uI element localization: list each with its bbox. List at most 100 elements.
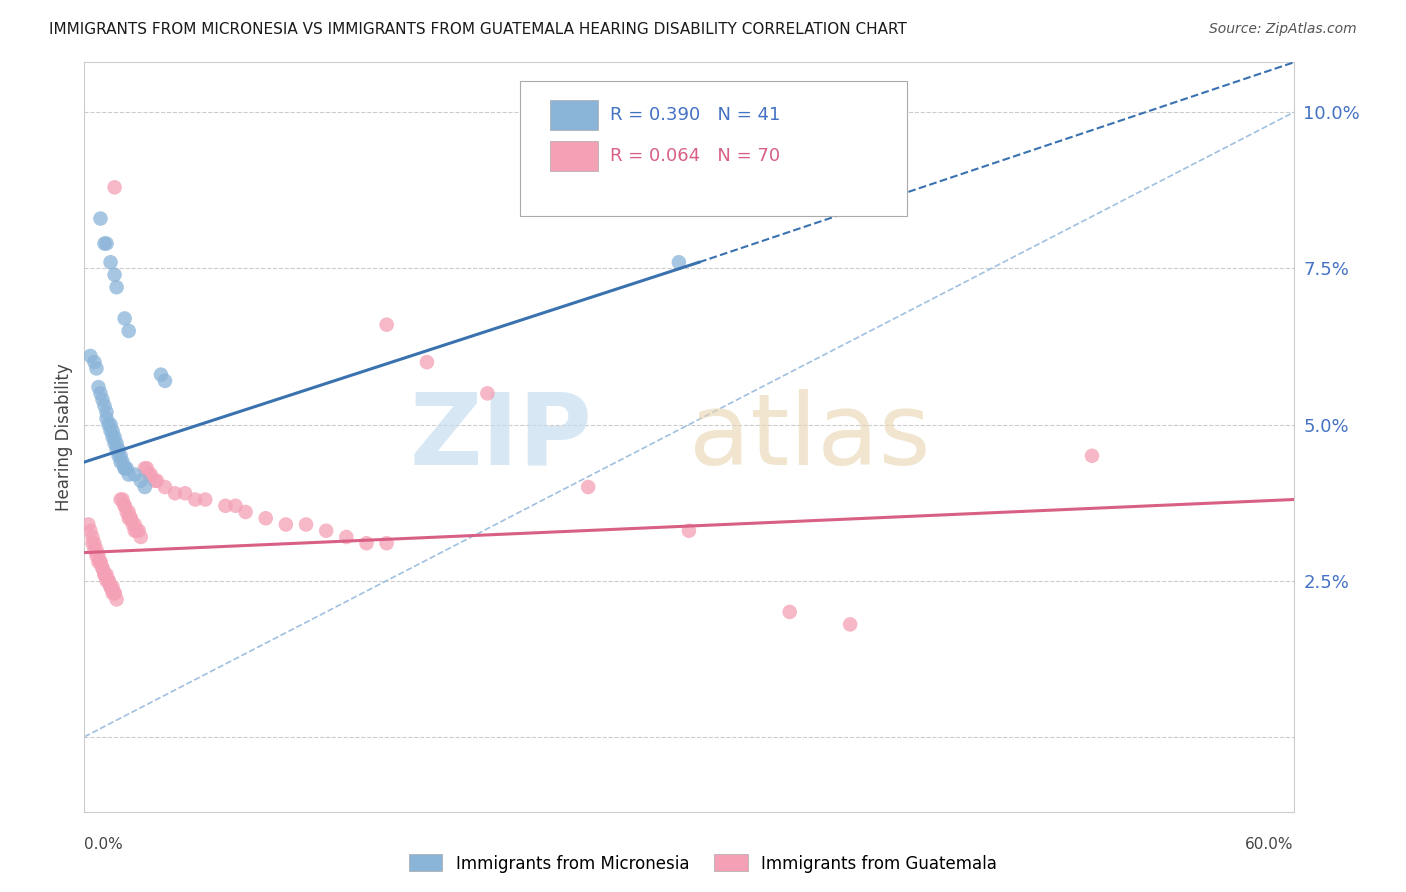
Point — [124, 467, 146, 482]
Point — [107, 449, 129, 463]
Point — [100, 580, 122, 594]
Bar — [550, 141, 599, 171]
Point — [254, 511, 277, 525]
Point — [86, 542, 108, 557]
Point — [82, 536, 104, 550]
Point — [129, 474, 152, 488]
Point — [114, 461, 136, 475]
Point — [128, 524, 150, 538]
Point — [97, 574, 120, 588]
Point — [124, 524, 146, 538]
Point — [83, 536, 105, 550]
Point — [134, 461, 156, 475]
Point — [214, 499, 236, 513]
Text: Source: ZipAtlas.com: Source: ZipAtlas.com — [1209, 22, 1357, 37]
Point — [101, 430, 124, 444]
Point — [107, 442, 129, 457]
Point — [101, 580, 124, 594]
Point — [104, 430, 127, 444]
Point — [1081, 449, 1104, 463]
Point — [100, 580, 122, 594]
Point — [105, 436, 128, 450]
Point — [335, 530, 357, 544]
Point — [839, 617, 862, 632]
Point — [91, 392, 114, 407]
Point — [153, 480, 176, 494]
Text: IMMIGRANTS FROM MICRONESIA VS IMMIGRANTS FROM GUATEMALA HEARING DISABILITY CORRE: IMMIGRANTS FROM MICRONESIA VS IMMIGRANTS… — [49, 22, 907, 37]
Text: atlas: atlas — [689, 389, 931, 485]
Text: 60.0%: 60.0% — [1246, 837, 1294, 852]
Point — [114, 311, 136, 326]
Point — [96, 411, 118, 425]
Point — [115, 505, 138, 519]
Point — [89, 555, 111, 569]
Point — [118, 511, 141, 525]
Point — [143, 474, 166, 488]
Point — [356, 536, 378, 550]
Point — [118, 467, 141, 482]
Point — [165, 486, 187, 500]
Point — [93, 236, 115, 251]
Point — [100, 417, 122, 432]
Point — [86, 549, 108, 563]
Point — [87, 555, 110, 569]
Point — [118, 324, 141, 338]
Point — [235, 505, 257, 519]
Point — [120, 511, 142, 525]
Point — [110, 455, 132, 469]
Point — [87, 380, 110, 394]
Point — [93, 567, 115, 582]
Point — [110, 449, 132, 463]
Point — [105, 280, 128, 294]
Point — [100, 424, 122, 438]
Point — [97, 417, 120, 432]
Point — [779, 605, 801, 619]
Point — [295, 517, 318, 532]
Point — [96, 405, 118, 419]
Point — [225, 499, 247, 513]
Point — [89, 555, 111, 569]
Point — [104, 436, 127, 450]
Point — [79, 524, 101, 538]
Point — [101, 424, 124, 438]
Point — [105, 592, 128, 607]
Point — [375, 536, 398, 550]
Point — [194, 492, 217, 507]
Point — [121, 517, 143, 532]
Point — [105, 442, 128, 457]
Point — [576, 480, 599, 494]
Point — [87, 549, 110, 563]
Point — [111, 455, 134, 469]
Text: 0.0%: 0.0% — [84, 837, 124, 852]
Point — [153, 374, 176, 388]
Point — [138, 467, 160, 482]
Point — [104, 586, 127, 600]
Point — [91, 561, 114, 575]
Point — [114, 499, 136, 513]
Point — [477, 386, 499, 401]
Y-axis label: Hearing Disability: Hearing Disability — [55, 363, 73, 511]
Point — [86, 361, 108, 376]
Point — [315, 524, 337, 538]
Text: R = 0.390   N = 41: R = 0.390 N = 41 — [610, 106, 780, 124]
Point — [93, 567, 115, 582]
Point — [135, 461, 157, 475]
Point — [83, 542, 105, 557]
Point — [146, 474, 169, 488]
Point — [184, 492, 207, 507]
Point — [125, 524, 148, 538]
Point — [124, 517, 146, 532]
Point — [668, 255, 690, 269]
Point — [96, 236, 118, 251]
Point — [120, 511, 142, 525]
Point — [114, 461, 136, 475]
Point — [104, 180, 127, 194]
Point — [77, 517, 100, 532]
Point — [104, 268, 127, 282]
Point — [89, 211, 111, 226]
Text: ZIP: ZIP — [409, 389, 592, 485]
Point — [96, 567, 118, 582]
Point — [96, 574, 118, 588]
Point — [93, 399, 115, 413]
Point — [174, 486, 197, 500]
